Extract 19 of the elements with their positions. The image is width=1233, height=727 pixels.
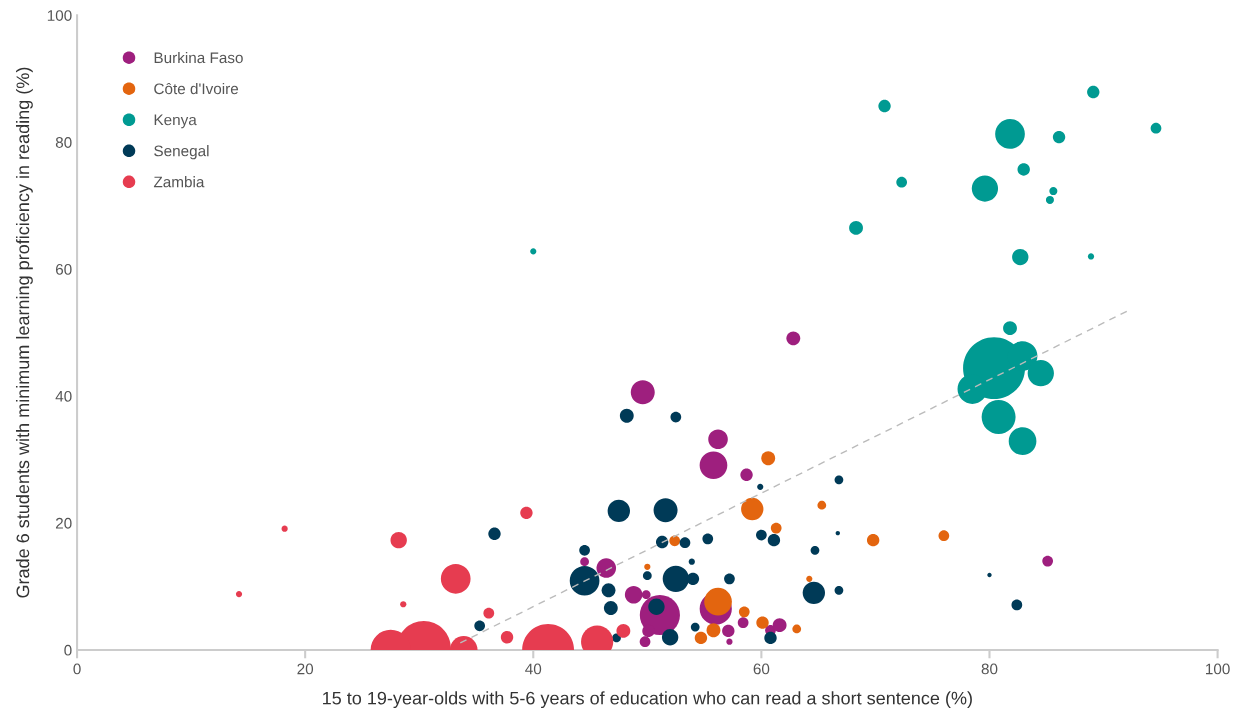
y-tick-label: 40 <box>55 390 72 402</box>
x-tick-label: 0 <box>73 663 81 675</box>
x-tick-label: 40 <box>525 663 542 675</box>
x-tick-label: 80 <box>981 663 998 675</box>
y-tick-label: 0 <box>64 644 72 656</box>
legend-label: Côte d'Ivoire <box>154 82 239 95</box>
legend-label: Senegal <box>154 145 209 160</box>
x-tick-label: 20 <box>297 663 314 675</box>
legend-label: Zambia <box>153 176 205 188</box>
y-tick-label: 60 <box>55 264 72 275</box>
x-axis-title: 15 to 19-year-olds with 5-6 years of education who can read a short sentence (%) <box>323 691 972 709</box>
legend-label: Burkina Faso <box>154 51 243 64</box>
y-axis-title: Grade 6 students with minimum learning proficiency in reading (%) <box>15 67 33 598</box>
y-tick-label: 20 <box>55 517 72 529</box>
legend-label: Kenya <box>154 114 197 129</box>
x-tick-label: 60 <box>753 663 770 675</box>
y-tick-label: 100 <box>47 10 72 21</box>
y-tick-label: 80 <box>55 137 72 148</box>
x-tick-label: 100 <box>1206 663 1230 675</box>
